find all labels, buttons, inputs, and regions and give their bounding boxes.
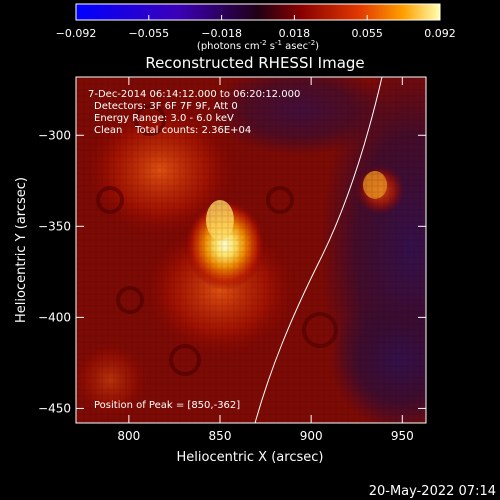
- x-tick-label: 950: [391, 429, 414, 443]
- solar-limb: [254, 77, 383, 423]
- x-tick-label: 850: [209, 429, 232, 443]
- x-tick-label: 900: [300, 429, 323, 443]
- chart-title: Reconstructed RHESSI Image: [145, 54, 364, 72]
- y-tick-label: −300: [38, 128, 71, 142]
- annotation-line: Energy Range: 3.0 - 6.0 keV: [94, 113, 234, 124]
- plot-frame: [75, 76, 427, 424]
- colorbar-tick-label: −0.055: [128, 27, 169, 40]
- x-axis: 800 850 900 950: [117, 77, 414, 443]
- y-axis-label: Heliocentric Y (arcsec): [14, 177, 29, 323]
- peak-position-label: Position of Peak = [850,-362]: [94, 400, 240, 411]
- heatmap-image: [76, 77, 426, 423]
- y-tick-label: −450: [38, 401, 71, 415]
- annotation-block: 7-Dec-2014 06:14:12.000 to 06:20:12.000 …: [88, 89, 300, 136]
- annotation-line: 7-Dec-2014 06:14:12.000 to 06:20:12.000: [88, 89, 300, 100]
- x-tick-label: 800: [117, 429, 140, 443]
- annotation-line: Clean Total counts: 2.36E+04: [94, 125, 251, 136]
- timestamp: 20-May-2022 07:14: [369, 484, 496, 499]
- annotation-line: Detectors: 3F 6F 7F 9F, Att 0: [94, 101, 238, 112]
- colorbar-ticks: −0.092 −0.055 −0.018 0.018 0.055 0.092: [56, 15, 456, 40]
- colorbar: [75, 3, 441, 21]
- y-tick-label: −350: [38, 219, 71, 233]
- colorbar-tick-label: 0.018: [279, 27, 311, 40]
- colorbar-tick-label: 0.092: [424, 27, 456, 40]
- y-tick-label: −400: [38, 310, 71, 324]
- y-axis: −300 −350 −400 −450: [38, 128, 426, 415]
- colorbar-tick-label: −0.018: [201, 27, 242, 40]
- colorbar-units: (photons cm-2 s-1 asec-2): [197, 39, 319, 52]
- x-axis-label: Heliocentric X (arcsec): [177, 450, 324, 465]
- colorbar-tick-label: 0.055: [351, 27, 383, 40]
- colorbar-tick-label: −0.092: [56, 27, 97, 40]
